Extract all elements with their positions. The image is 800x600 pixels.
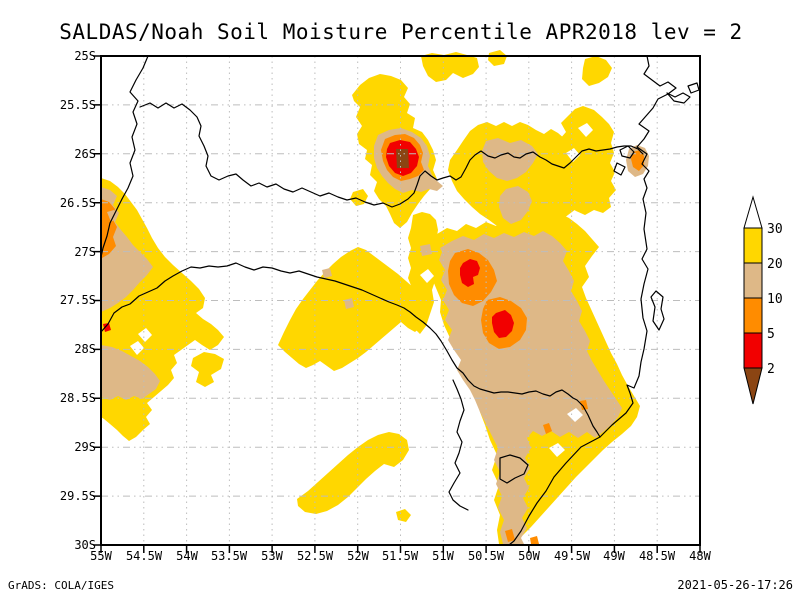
lon-tick-label: 51.5W [382, 549, 419, 563]
plot-title: SALDAS/Noah Soil Moisture Percentile APR… [59, 20, 742, 44]
colorbar-segment-10-20 [743, 262, 763, 299]
axis-ticks [93, 55, 701, 553]
colorbar-tick-label: 10 [767, 292, 783, 307]
footer-timestamp: 2021-05-26-17:26 [677, 578, 793, 592]
parana-river [100, 55, 149, 258]
lat-tick-label: 26.5S [60, 196, 96, 210]
lat-tick-label: 25.5S [60, 98, 96, 112]
longitude-tick-marks [100, 545, 701, 553]
lon-tick-label: 50.5W [468, 549, 505, 563]
colorbar: 30 20 10 5 2 [743, 195, 783, 405]
lon-tick-label: 54.5W [126, 549, 163, 563]
lat-tick-label: 29S [74, 440, 96, 454]
lat-tick-label: 25S [74, 49, 96, 63]
footer-credit: GrADS: COLA/IGES [8, 579, 114, 592]
lon-tick-label: 49.5W [554, 549, 591, 563]
borders-layer [100, 55, 700, 546]
lon-tick-label: 49W [603, 549, 625, 563]
lon-tick-label: 53.5W [211, 549, 248, 563]
colorbar-bottom-arrow [743, 367, 763, 405]
colorbar-tick-label: 5 [767, 327, 775, 342]
coastline [508, 55, 677, 546]
latitude-axis: 25S 25.5S 26S 26.5S 27S 27.5S 28S 28.5S … [60, 49, 96, 552]
shade-below-2-region [396, 149, 409, 168]
santa-catarina-island [650, 290, 665, 331]
lon-tick-label: 48W [689, 549, 711, 563]
colorbar-segment-20-30 [743, 227, 763, 264]
shade-10-20-region [101, 128, 649, 544]
longitude-axis: 55W 54.5W 54W 53.5W 53W 52.5W 52W 51.5W … [90, 549, 711, 563]
lon-tick-label: 55W [90, 549, 112, 563]
lon-tick-label: 53W [261, 549, 283, 563]
north-state-border [139, 102, 644, 208]
lat-tick-label: 29.5S [60, 489, 96, 503]
colorbar-segment-2-5 [743, 332, 763, 369]
lon-tick-label: 48.5W [639, 549, 676, 563]
lon-tick-label: 51W [432, 549, 454, 563]
lon-tick-label: 50W [518, 549, 540, 563]
lon-tick-label: 52.5W [297, 549, 334, 563]
south-state-border [100, 262, 601, 438]
lat-tick-label: 28.5S [60, 391, 96, 405]
colorbar-top-arrow [743, 195, 763, 229]
inland-river [448, 379, 469, 511]
colorbar-tick-label: 30 [767, 222, 783, 237]
lat-tick-label: 27S [74, 245, 96, 259]
lat-tick-label: 30S [74, 538, 96, 552]
lon-tick-label: 52W [347, 549, 369, 563]
lat-tick-label: 27.5S [60, 293, 96, 307]
colorbar-tick-label: 20 [767, 257, 783, 272]
latitude-tick-marks [93, 55, 101, 546]
lon-tick-label: 54W [176, 549, 198, 563]
lat-tick-label: 26S [74, 147, 96, 161]
colorbar-segment-5-10 [743, 297, 763, 334]
river-loop [499, 454, 529, 484]
shading-layer [101, 50, 649, 544]
colorbar-tick-label: 2 [767, 362, 775, 377]
lat-tick-label: 28S [74, 342, 96, 356]
